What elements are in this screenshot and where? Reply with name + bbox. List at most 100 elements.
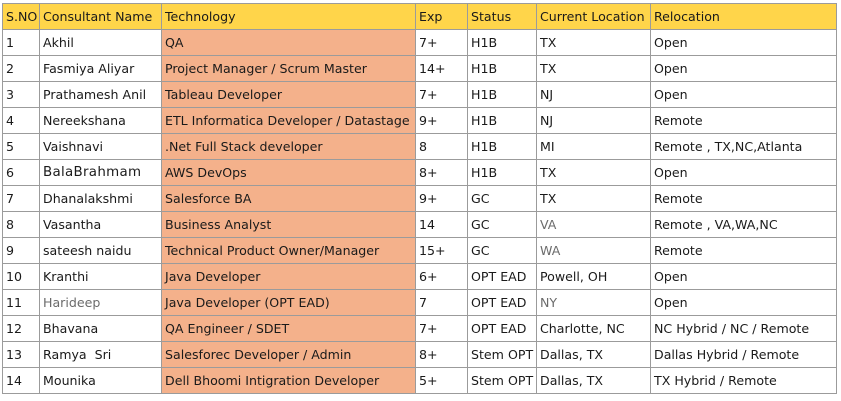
header-sno: S.NO [2,3,40,30]
cell-sno: 11 [2,289,40,316]
cell-location: Powell, OH [536,263,651,290]
cell-status: Stem OPT [467,341,537,368]
cell-status: H1B [467,159,537,186]
table-row: 10 Kranthi Java Developer 6+ OPT EAD Pow… [2,263,837,290]
cell-status: OPT EAD [467,289,537,316]
cell-relocation: Remote , VA,WA,NC [650,211,837,238]
cell-technology: QA Engineer / SDET [161,315,416,342]
cell-sno: 12 [2,315,40,342]
cell-sno: 5 [2,133,40,160]
cell-name: sateesh naidu [39,237,162,264]
cell-location: WA [536,237,651,264]
table-row: 14 Mounika Dell Bhoomi Intigration Devel… [2,367,837,394]
cell-technology: Tableau Developer [161,81,416,108]
table-row: 3 Prathamesh Anil Tableau Developer 7+ H… [2,81,837,108]
cell-exp: 5+ [415,367,468,394]
cell-relocation: Open [650,29,837,56]
cell-relocation: NC Hybrid / NC / Remote [650,315,837,342]
table-row: 1 Akhil QA 7+ H1B TX Open [2,29,837,56]
cell-sno: 4 [2,107,40,134]
cell-technology: Business Analyst [161,211,416,238]
cell-status: H1B [467,55,537,82]
table-row: 13 Ramya Sri Salesforec Developer / Admi… [2,341,837,368]
cell-name: Kranthi [39,263,162,290]
cell-sno: 10 [2,263,40,290]
cell-name: Vasantha [39,211,162,238]
cell-technology: QA [161,29,416,56]
cell-technology: Technical Product Owner/Manager [161,237,416,264]
table-row: 4 Nereekshana ETL Informatica Developer … [2,107,837,134]
cell-relocation: Open [650,289,837,316]
cell-relocation: Remote [650,185,837,212]
cell-technology: Salesforec Developer / Admin [161,341,416,368]
table-row: 9 sateesh naidu Technical Product Owner/… [2,237,837,264]
cell-exp: 9+ [415,185,468,212]
cell-status: GC [467,211,537,238]
cell-exp: 8+ [415,341,468,368]
cell-status: H1B [467,107,537,134]
cell-name: Nereekshana [39,107,162,134]
cell-technology: Dell Bhoomi Intigration Developer [161,367,416,394]
cell-relocation: TX Hybrid / Remote [650,367,837,394]
cell-name: Vaishnavi [39,133,162,160]
cell-location: TX [536,159,651,186]
cell-relocation: Remote , TX,NC,Atlanta [650,133,837,160]
cell-sno: 3 [2,81,40,108]
cell-exp: 9+ [415,107,468,134]
cell-location: TX [536,55,651,82]
cell-relocation: Dallas Hybrid / Remote [650,341,837,368]
cell-sno: 13 [2,341,40,368]
header-current-location: Current Location [536,3,651,30]
cell-relocation: Open [650,159,837,186]
cell-sno: 9 [2,237,40,264]
cell-exp: 6+ [415,263,468,290]
cell-relocation: Remote [650,107,837,134]
cell-sno: 6 [2,159,40,186]
header-exp: Exp [415,3,468,30]
table-row: 6 BalaBrahmam AWS DevOps 8+ H1B TX Open [2,159,837,186]
cell-relocation: Remote [650,237,837,264]
table-row: 12 Bhavana QA Engineer / SDET 7+ OPT EAD… [2,315,837,342]
cell-status: GC [467,237,537,264]
cell-name: Ramya Sri [39,341,162,368]
table-row: 8 Vasantha Business Analyst 14 GC VA Rem… [2,211,837,238]
consultant-table: S.NO Consultant Name Technology Exp Stat… [2,3,837,394]
cell-technology: Java Developer [161,263,416,290]
cell-location: MI [536,133,651,160]
cell-name: Prathamesh Anil [39,81,162,108]
cell-name: Bhavana [39,315,162,342]
table-row: 11 Harideep Java Developer (OPT EAD) 7 O… [2,289,837,316]
cell-sno: 1 [2,29,40,56]
cell-exp: 7 [415,289,468,316]
cell-status: H1B [467,133,537,160]
cell-relocation: Open [650,81,837,108]
cell-exp: 7+ [415,81,468,108]
cell-status: GC [467,185,537,212]
cell-location: Dallas, TX [536,341,651,368]
cell-exp: 7+ [415,29,468,56]
cell-exp: 7+ [415,315,468,342]
table-row: 5 Vaishnavi .Net Full Stack developer 8 … [2,133,837,160]
cell-technology: Java Developer (OPT EAD) [161,289,416,316]
cell-status: Stem OPT [467,367,537,394]
header-consultant-name: Consultant Name [39,3,162,30]
header-row: S.NO Consultant Name Technology Exp Stat… [2,3,837,30]
cell-name: Harideep [39,289,162,316]
header-status: Status [467,3,537,30]
cell-exp: 14 [415,211,468,238]
cell-location: TX [536,29,651,56]
table-row: 7 Dhanalakshmi Salesforce BA 9+ GC TX Re… [2,185,837,212]
cell-location: Charlotte, NC [536,315,651,342]
cell-technology: Project Manager / Scrum Master [161,55,416,82]
cell-name: Dhanalakshmi [39,185,162,212]
table-row: 2 Fasmiya Aliyar Project Manager / Scrum… [2,55,837,82]
cell-name: Mounika [39,367,162,394]
cell-sno: 8 [2,211,40,238]
cell-technology: ETL Informatica Developer / Datastage [161,107,416,134]
cell-location: NJ [536,81,651,108]
cell-location: Dallas, TX [536,367,651,394]
cell-relocation: Open [650,55,837,82]
cell-technology: Salesforce BA [161,185,416,212]
cell-exp: 15+ [415,237,468,264]
cell-sno: 7 [2,185,40,212]
